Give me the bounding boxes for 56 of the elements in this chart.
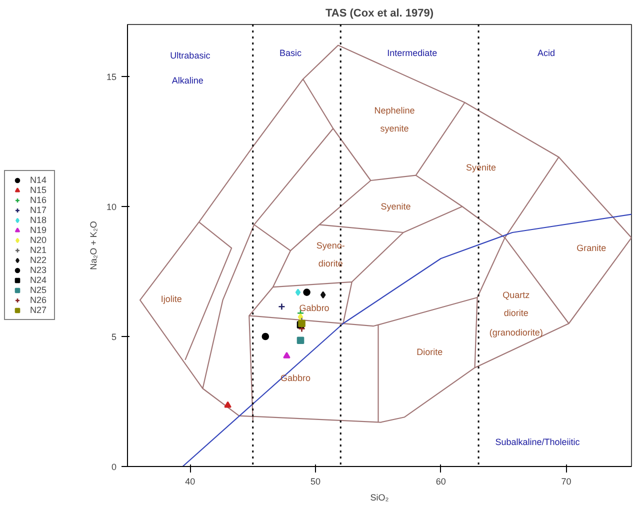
chart-title: TAS (Cox et al. 1979): [326, 8, 434, 20]
annotation: Acid: [537, 48, 556, 58]
legend-label: N25: [30, 285, 48, 295]
x-tick-label: 40: [185, 476, 196, 486]
legend-label: N24: [30, 275, 48, 285]
line-series: [139, 44, 632, 423]
annotation: Gabbro: [299, 302, 330, 313]
annotation: Subalkaline/Tholeiitic: [495, 436, 580, 447]
annotation: Nepheline: [374, 105, 415, 116]
point: [296, 336, 304, 344]
line-series: [182, 214, 632, 466]
x-tick-label: 50: [310, 476, 321, 486]
y-tick-label: 0: [111, 462, 117, 472]
y-tick-label: 15: [106, 72, 117, 82]
point: [278, 302, 286, 310]
annotation: Basic: [279, 48, 302, 58]
annotation: syenite: [380, 124, 409, 134]
x-tick-label: 60: [436, 476, 446, 486]
annotation: Syeno-: [316, 240, 345, 250]
annotation: diorite: [318, 258, 343, 269]
legend-label: N22: [30, 255, 48, 265]
annotation: Diorite: [416, 347, 443, 358]
y-tick-label: 5: [111, 332, 117, 342]
legend-label: N15: [30, 185, 48, 195]
point: [303, 288, 310, 296]
legend-label: N21: [30, 245, 48, 255]
y-tick-label: 10: [106, 202, 117, 212]
legend-label: N16: [30, 195, 48, 205]
point: [262, 332, 270, 340]
annotation: Syenite: [466, 162, 496, 172]
point: [224, 401, 232, 408]
annotation: Alkaline: [172, 75, 204, 86]
annotation: Intermediate: [387, 48, 438, 58]
point: [295, 288, 301, 296]
legend-label: N19: [30, 225, 48, 235]
legend-label: N18: [30, 215, 48, 225]
annotation: Granite: [576, 243, 606, 254]
point: [283, 352, 290, 358]
y-axis-title: Na₂O + K₂O: [88, 221, 98, 270]
x-tick-label: 70: [561, 476, 572, 486]
annotation: Ultrabasic: [170, 50, 211, 61]
annotation: (granodiorite): [489, 328, 543, 338]
point: [320, 291, 326, 299]
legend-label: N26: [30, 295, 48, 305]
annotation: Quartz: [502, 290, 530, 300]
legend-label: N23: [30, 265, 48, 275]
legend-label: N27: [30, 305, 48, 315]
point: [298, 313, 304, 321]
legend-label: N17: [30, 205, 48, 215]
annotation: diorite: [504, 308, 528, 318]
legend-label: N20: [30, 235, 48, 245]
annotation: Syenite: [380, 202, 411, 212]
legend-label: N14: [30, 175, 48, 185]
annotation: Ijolite: [160, 294, 182, 304]
x-axis-title: SiO₂: [370, 492, 390, 502]
annotation: Gabbro: [280, 373, 311, 384]
